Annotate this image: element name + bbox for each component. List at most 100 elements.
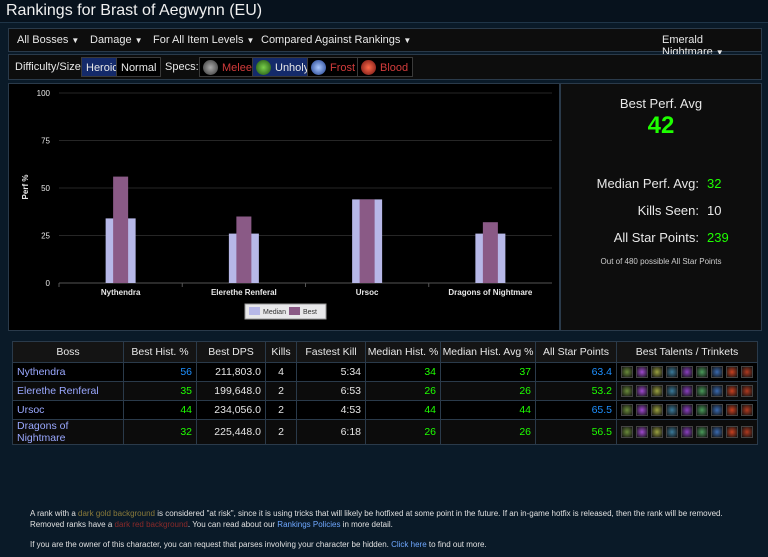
talent-icon[interactable] bbox=[681, 426, 693, 438]
star-points-cell: 65.5 bbox=[535, 400, 617, 420]
talent-icon[interactable] bbox=[621, 366, 633, 378]
talent-icon[interactable] bbox=[621, 426, 633, 438]
talent-icon[interactable] bbox=[726, 404, 738, 416]
talent-icon[interactable] bbox=[726, 385, 738, 397]
talent-icon[interactable] bbox=[711, 404, 723, 416]
col-best-hist[interactable]: Best Hist. % bbox=[123, 341, 197, 363]
rankings-policies-link[interactable]: Rankings Policies bbox=[277, 520, 341, 529]
best-bar[interactable] bbox=[113, 176, 129, 283]
talent-icon[interactable] bbox=[696, 385, 708, 397]
talent-icon[interactable] bbox=[636, 426, 648, 438]
click-here-link[interactable]: Click here bbox=[391, 540, 427, 549]
title-bar: Rankings for Brast of Aegwynn (EU) bbox=[0, 0, 768, 23]
talent-icon[interactable] bbox=[711, 426, 723, 438]
talent-icon[interactable] bbox=[711, 385, 723, 397]
col-kills[interactable]: Kills bbox=[265, 341, 297, 363]
heroic-button[interactable]: Heroic bbox=[81, 57, 123, 77]
blood-icon bbox=[361, 60, 376, 75]
talent-icon[interactable] bbox=[741, 426, 753, 438]
spec-blood-button[interactable]: Blood bbox=[357, 57, 414, 77]
talent-icon[interactable] bbox=[741, 366, 753, 378]
median-avg-cell: 37 bbox=[440, 362, 536, 382]
boss-name[interactable]: Ursoc bbox=[12, 400, 124, 420]
col-boss[interactable]: Boss bbox=[12, 341, 124, 363]
talents-cell bbox=[616, 362, 758, 382]
legend-swatch[interactable] bbox=[289, 307, 300, 315]
col-best-dps[interactable]: Best DPS bbox=[196, 341, 266, 363]
talents-cell bbox=[616, 419, 758, 445]
best-bar[interactable] bbox=[482, 222, 498, 283]
median-avg-cell: 26 bbox=[440, 419, 536, 445]
col-median-hist[interactable]: Median Hist. % bbox=[365, 341, 441, 363]
footer-text: If you are the owner of this character, … bbox=[30, 540, 392, 549]
compare-dropdown[interactable]: Compared Against Rankings ▼ bbox=[261, 34, 411, 46]
talent-icon[interactable] bbox=[651, 426, 663, 438]
normal-button[interactable]: Normal bbox=[116, 57, 162, 77]
talent-icon[interactable] bbox=[666, 366, 678, 378]
talent-icon[interactable] bbox=[651, 404, 663, 416]
talent-icon[interactable] bbox=[726, 426, 738, 438]
talent-icon[interactable] bbox=[681, 404, 693, 416]
talent-icon[interactable] bbox=[741, 385, 753, 397]
talent-icon[interactable] bbox=[651, 366, 663, 378]
talent-icon[interactable] bbox=[741, 404, 753, 416]
metric-dropdown[interactable]: Damage ▼ bbox=[90, 34, 143, 46]
talent-icon[interactable] bbox=[636, 404, 648, 416]
frost-icon bbox=[311, 60, 326, 75]
median-perf-label: Median Perf. Avg: bbox=[596, 176, 699, 191]
filter-bar: Difficulty/Size: Heroic Normal Specs: Me… bbox=[8, 54, 762, 80]
footer-risk-note: A rank with a dark gold background is co… bbox=[30, 508, 740, 530]
spec-melee-label: Melee bbox=[222, 62, 252, 74]
talent-icon[interactable] bbox=[651, 385, 663, 397]
best-hist-cell: 32 bbox=[123, 419, 197, 445]
best-bar[interactable] bbox=[236, 216, 252, 284]
legend-label[interactable]: Median bbox=[263, 309, 286, 316]
kills-cell: 4 bbox=[265, 362, 297, 382]
kills-cell: 2 bbox=[265, 419, 297, 445]
spec-unholy-button[interactable]: Unholy bbox=[252, 57, 315, 77]
talent-icon[interactable] bbox=[636, 366, 648, 378]
y-tick-label: 25 bbox=[41, 232, 50, 241]
sword-icon bbox=[203, 60, 218, 75]
col-fastest-kill[interactable]: Fastest Kill bbox=[296, 341, 366, 363]
legend-swatch[interactable] bbox=[249, 307, 260, 315]
median-hist-cell: 34 bbox=[365, 362, 441, 382]
talent-icon[interactable] bbox=[726, 366, 738, 378]
col-median-avg[interactable]: Median Hist. Avg % bbox=[440, 341, 536, 363]
item-level-dropdown[interactable]: For All Item Levels ▼ bbox=[153, 34, 254, 46]
talent-icon[interactable] bbox=[696, 404, 708, 416]
talent-icon[interactable] bbox=[681, 385, 693, 397]
bosses-dropdown[interactable]: All Bosses ▼ bbox=[17, 34, 79, 46]
perf-chart-svg: 0 25 50 75 100 Nythendra Elerethe Renferal Urs… bbox=[21, 89, 552, 320]
talent-icon[interactable] bbox=[666, 426, 678, 438]
fastest-kill-cell: 5:34 bbox=[296, 362, 366, 382]
y-tick-label: 50 bbox=[41, 184, 50, 193]
talent-icon[interactable] bbox=[621, 404, 633, 416]
best-bar[interactable] bbox=[359, 199, 375, 283]
talent-icon[interactable] bbox=[666, 404, 678, 416]
spec-melee-button[interactable]: Melee bbox=[199, 57, 257, 77]
talent-icon[interactable] bbox=[681, 366, 693, 378]
spec-frost-button[interactable]: Frost bbox=[307, 57, 361, 77]
bosses-dropdown-label: All Bosses bbox=[17, 34, 69, 46]
table-row: Dragons of Nightmare 32 225,448.0 2 6:18 26 26… bbox=[12, 419, 758, 445]
legend-label[interactable]: Best bbox=[303, 309, 317, 316]
talent-icon[interactable] bbox=[711, 366, 723, 378]
median-avg-cell: 44 bbox=[440, 400, 536, 420]
boss-name[interactable]: Nythendra bbox=[12, 362, 124, 382]
best-dps-cell: 234,056.0 bbox=[196, 400, 266, 420]
talent-icon[interactable] bbox=[636, 385, 648, 397]
spec-unholy-label: Unholy bbox=[275, 62, 310, 74]
talent-icon[interactable] bbox=[666, 385, 678, 397]
best-hist-cell: 56 bbox=[123, 362, 197, 382]
talent-icon[interactable] bbox=[696, 426, 708, 438]
chevron-down-icon: ▼ bbox=[134, 36, 143, 45]
talent-icon[interactable] bbox=[696, 366, 708, 378]
footer-text: is considered "at risk", since it is usi… bbox=[154, 509, 723, 518]
col-star-points[interactable]: All Star Points bbox=[535, 341, 617, 363]
talent-icon[interactable] bbox=[621, 385, 633, 397]
metric-dropdown-label: Damage bbox=[90, 34, 132, 46]
legend-box bbox=[244, 303, 327, 320]
boss-name[interactable]: Elerethe Renferal bbox=[12, 381, 124, 401]
boss-name[interactable]: Dragons of Nightmare bbox=[12, 419, 124, 445]
